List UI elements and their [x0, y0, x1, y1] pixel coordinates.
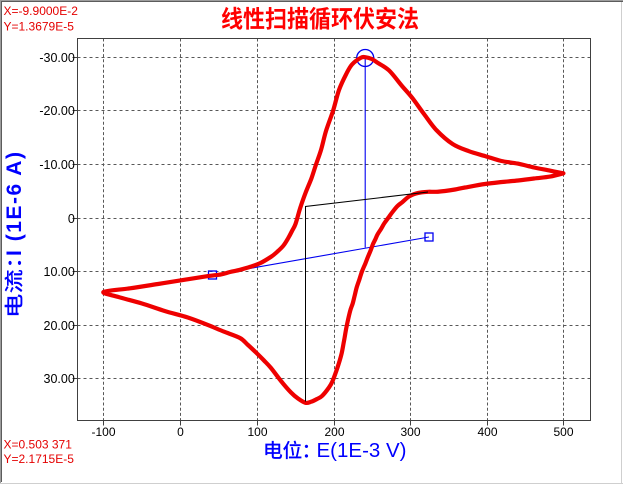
svg-text:100: 100 — [247, 425, 267, 439]
svg-text:-30.00: -30.00 — [39, 51, 74, 65]
svg-text:20.00: 20.00 — [44, 319, 75, 333]
svg-text:-10.00: -10.00 — [39, 158, 74, 172]
svg-text:30.00: 30.00 — [44, 372, 75, 386]
svg-text:E(1E-3 V): E(1E-3 V) — [317, 439, 407, 462]
svg-text:300: 300 — [400, 425, 420, 439]
svg-text:10.00: 10.00 — [44, 265, 75, 279]
svg-text:I (1E-6 A): I (1E-6 A) — [3, 152, 26, 256]
svg-text:Y=2.1715E-5: Y=2.1715E-5 — [4, 452, 75, 466]
svg-text:0: 0 — [177, 425, 184, 439]
svg-text:X=0.503 371: X=0.503 371 — [4, 438, 73, 452]
svg-text:200: 200 — [324, 425, 344, 439]
svg-text:X=-9.9000E-2: X=-9.9000E-2 — [4, 4, 79, 18]
svg-text:Y=1.3679E-5: Y=1.3679E-5 — [4, 20, 75, 34]
svg-text:500: 500 — [553, 425, 573, 439]
svg-text:0: 0 — [68, 212, 75, 226]
svg-text:400: 400 — [477, 425, 497, 439]
svg-text:-100: -100 — [91, 425, 115, 439]
svg-text:-20.00: -20.00 — [39, 104, 74, 118]
